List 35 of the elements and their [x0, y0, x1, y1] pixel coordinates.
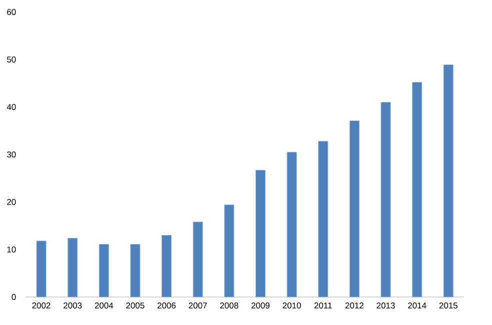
x-tick-label: 2013 — [376, 302, 395, 309]
x-tick-label: 2010 — [282, 302, 301, 309]
bar — [380, 102, 391, 298]
x-tick-label: 2011 — [314, 302, 332, 309]
bar — [443, 64, 454, 298]
x-tick-label: 2008 — [220, 302, 238, 309]
x-tick-label: 2012 — [345, 302, 364, 309]
x-tick-label: 2005 — [126, 302, 144, 309]
y-tick-label: 40 — [6, 104, 16, 110]
y-tick-label: 0 — [12, 294, 16, 300]
x-tick-label: 2015 — [439, 302, 458, 309]
bar — [192, 222, 203, 298]
bar — [130, 244, 140, 298]
bar — [224, 204, 234, 298]
x-tick-label: 2014 — [408, 302, 426, 309]
x-tick-label: 2006 — [158, 302, 176, 309]
bar — [256, 170, 266, 298]
x-tick-label: 2004 — [94, 302, 114, 309]
bar — [68, 238, 78, 298]
x-tick-label: 2007 — [188, 302, 207, 309]
bar — [349, 120, 360, 298]
y-tick-label: 10 — [7, 246, 16, 252]
bar — [412, 82, 422, 298]
y-tick-label: 50 — [7, 56, 16, 62]
x-tick-label: 2002 — [32, 302, 50, 309]
bar — [36, 240, 46, 298]
bar — [162, 235, 172, 298]
bar — [98, 244, 109, 298]
bar — [318, 140, 328, 298]
y-tick-label: 30 — [7, 152, 16, 158]
y-tick-label: 20 — [7, 199, 16, 205]
x-tick-label: 2003 — [64, 302, 82, 309]
x-tick-label: 2009 — [252, 302, 270, 309]
bar — [286, 152, 297, 298]
y-tick-label: 60 — [7, 9, 16, 15]
